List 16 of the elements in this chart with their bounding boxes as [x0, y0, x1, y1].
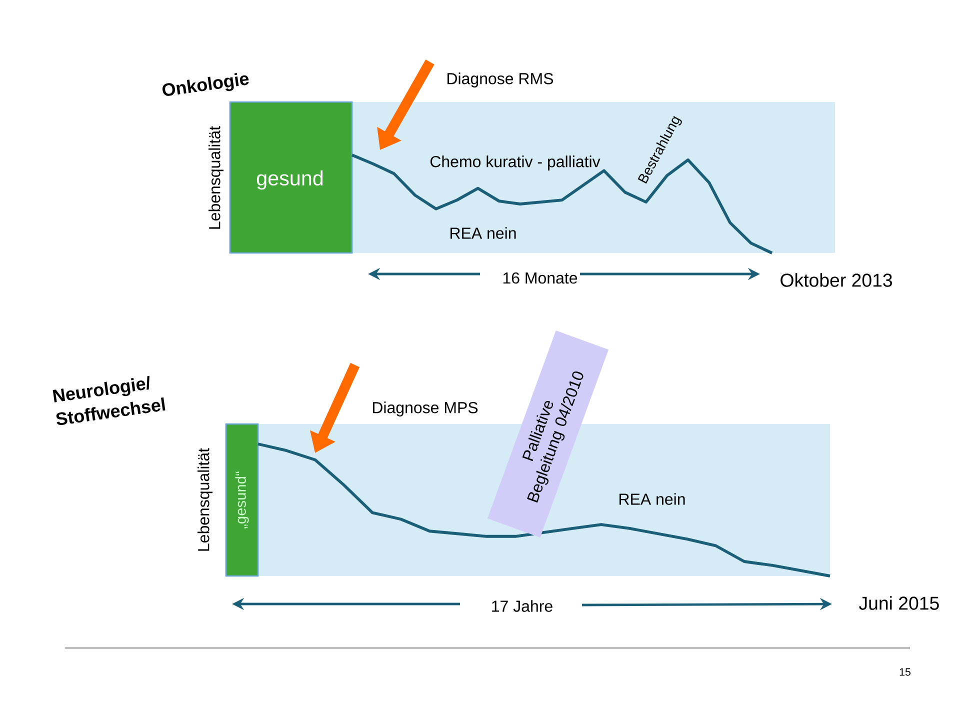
text: Oktober 2013	[780, 273, 892, 287]
annotation: REA nein	[620, 493, 685, 505]
text: 15	[900, 668, 910, 676]
text: 16 Monate	[503, 272, 578, 284]
text: Neurologie/ Stoffwechsel	[52, 376, 166, 426]
text: „gesund“	[235, 472, 249, 528]
annotation: Chemo kurativ - palliativ	[430, 156, 600, 170]
text: Onkologie	[162, 72, 249, 96]
text: Diagnose RMS	[448, 72, 554, 88]
y-axis-title: Lebensqualität	[208, 126, 224, 229]
annotation: REA nein	[450, 227, 516, 239]
text: Juni 2015	[859, 596, 939, 610]
text: Diagnose MPS	[372, 402, 478, 416]
y-axis-title: Lebensqualität	[198, 448, 212, 551]
text: gesund	[256, 170, 323, 190]
text: 17 Jahre	[492, 600, 552, 612]
